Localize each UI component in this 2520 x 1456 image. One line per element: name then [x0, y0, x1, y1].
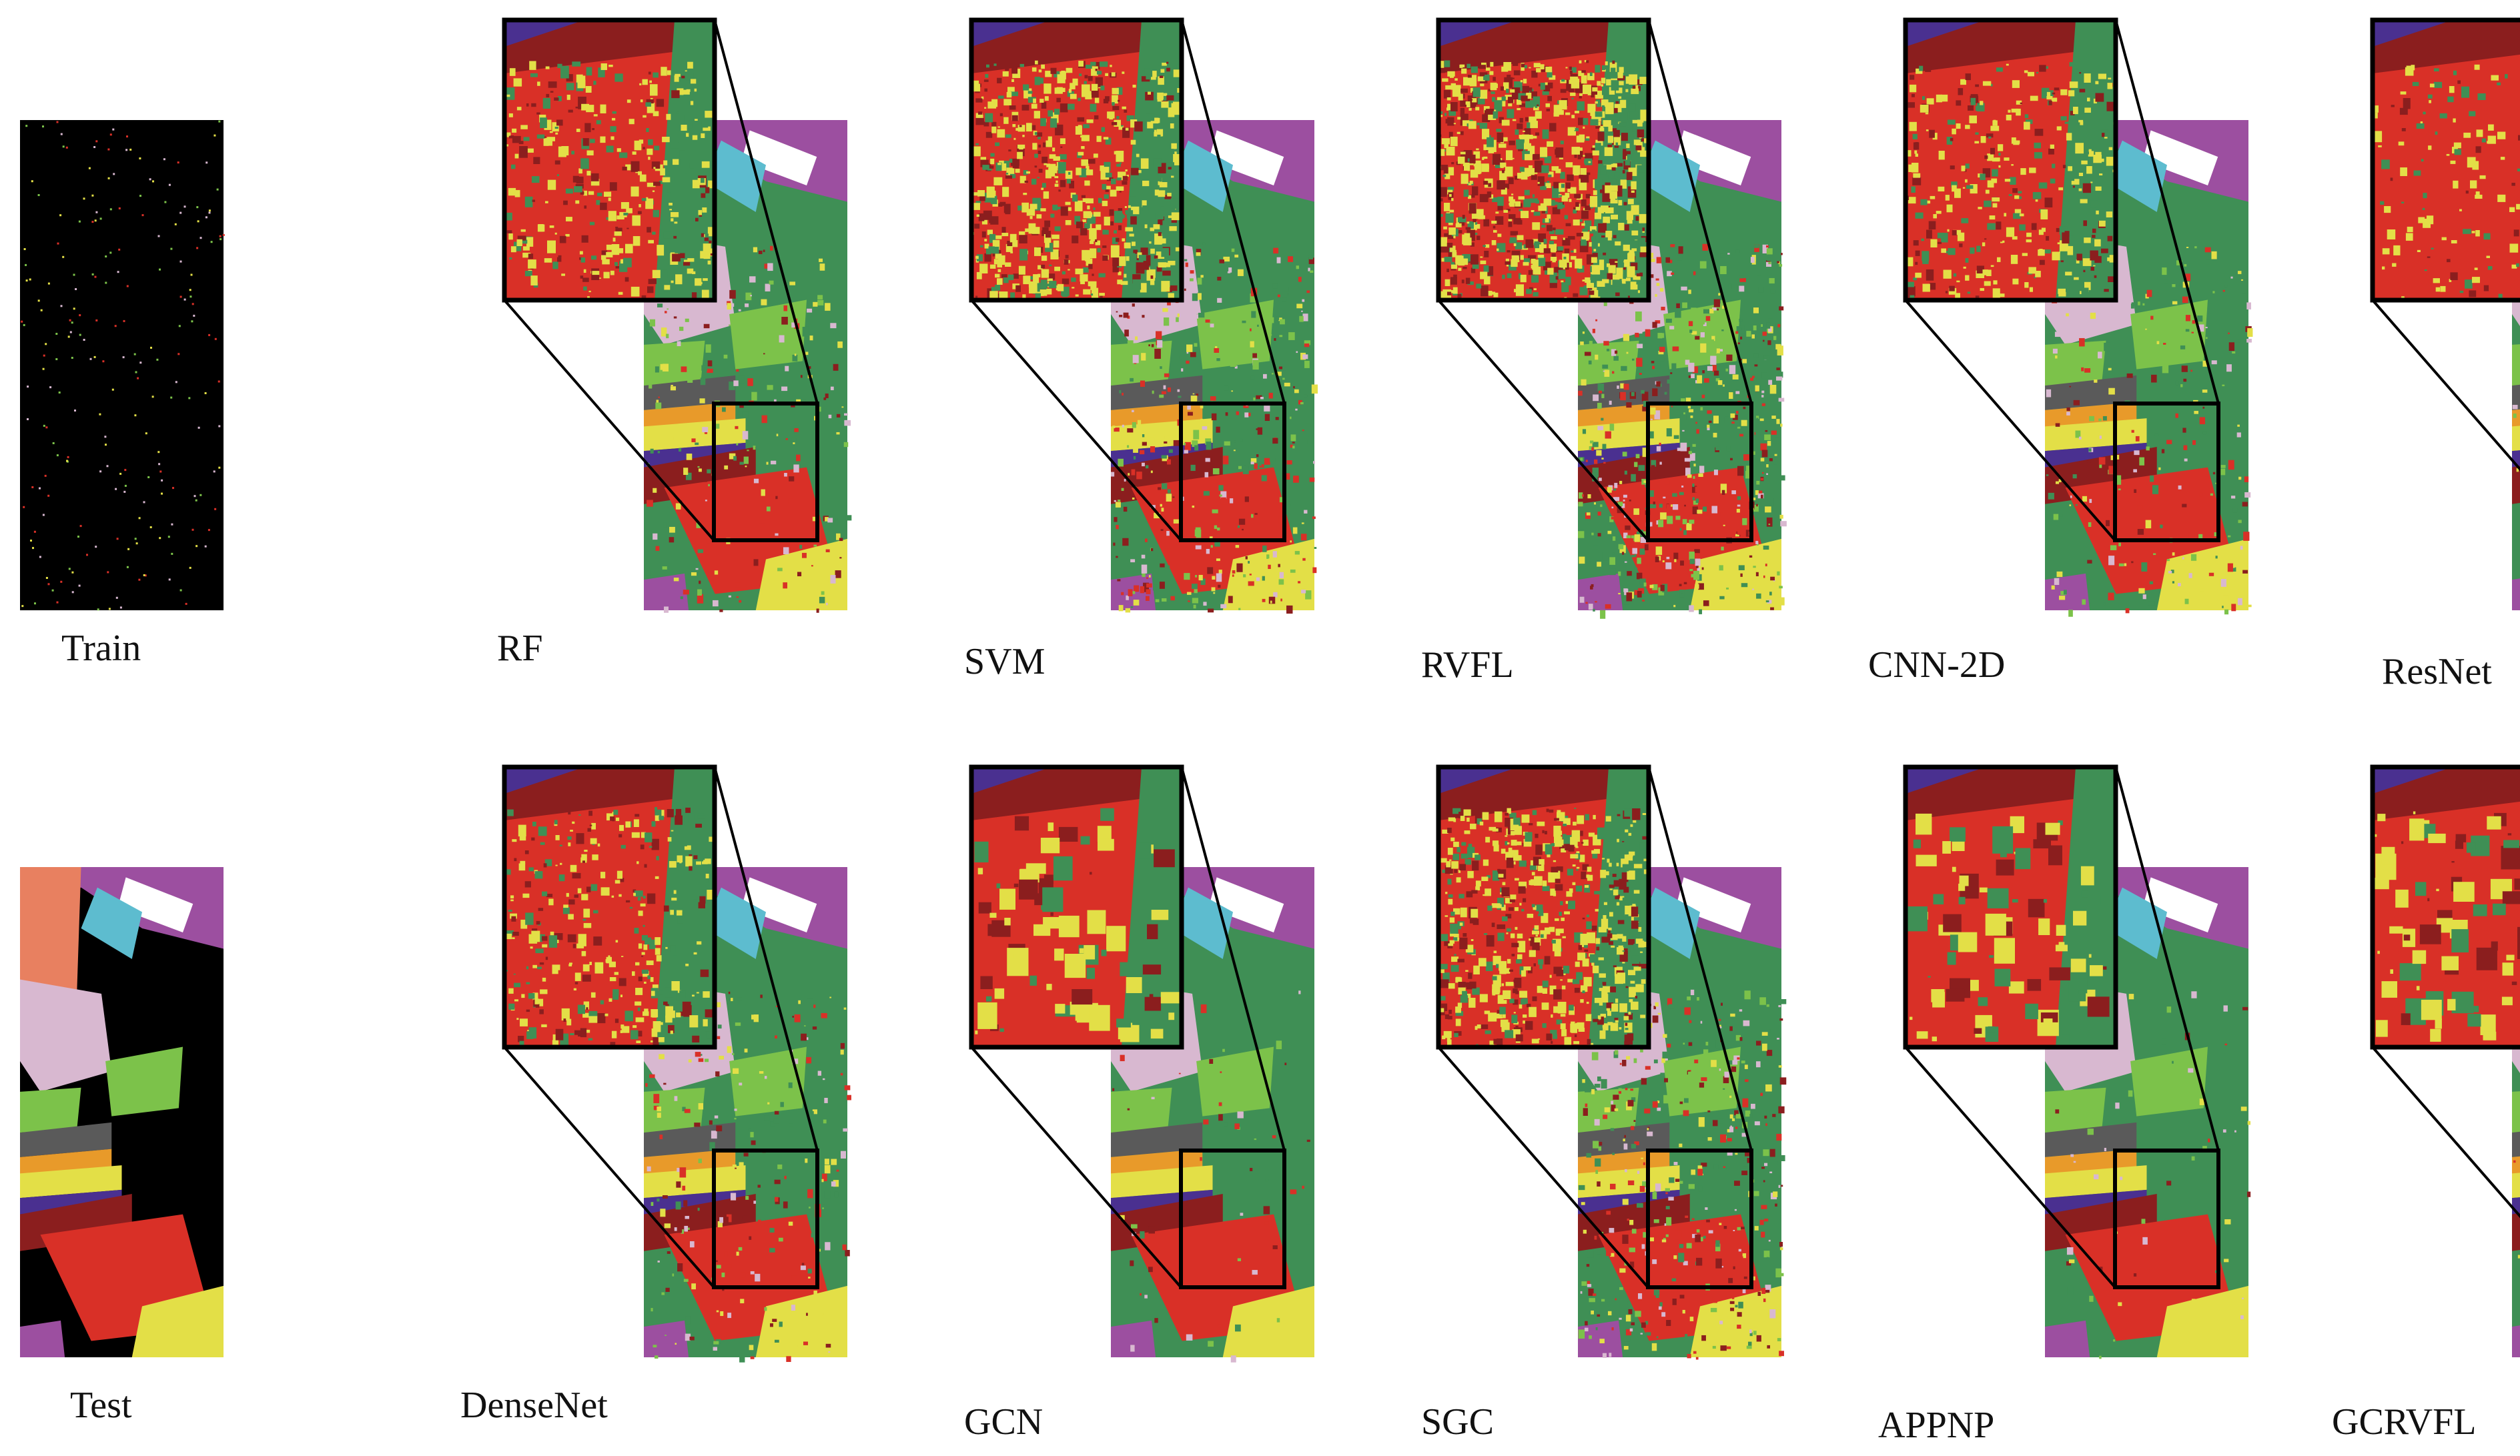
panel-label-gcn: GCN [964, 1401, 1043, 1443]
panel-label-sgc: SGC [1421, 1401, 1494, 1443]
panel-label-resnet: ResNet [2382, 651, 2492, 692]
panel-label-gcrvfl: GCRVFL [2332, 1401, 2477, 1443]
panel-label-train: Train [61, 628, 141, 669]
panel-label-rf: RF [497, 628, 543, 669]
panel-label-densenet: DenseNet [460, 1385, 608, 1426]
panel-label-cnn-2d: CNN-2D [1868, 644, 2006, 686]
panel-label-test: Test [70, 1385, 132, 1426]
panel-label-rvfl: RVFL [1421, 644, 1514, 686]
panel-label-svm: SVM [964, 641, 1045, 682]
panel-label-appnp: APPNP [1878, 1405, 1995, 1446]
